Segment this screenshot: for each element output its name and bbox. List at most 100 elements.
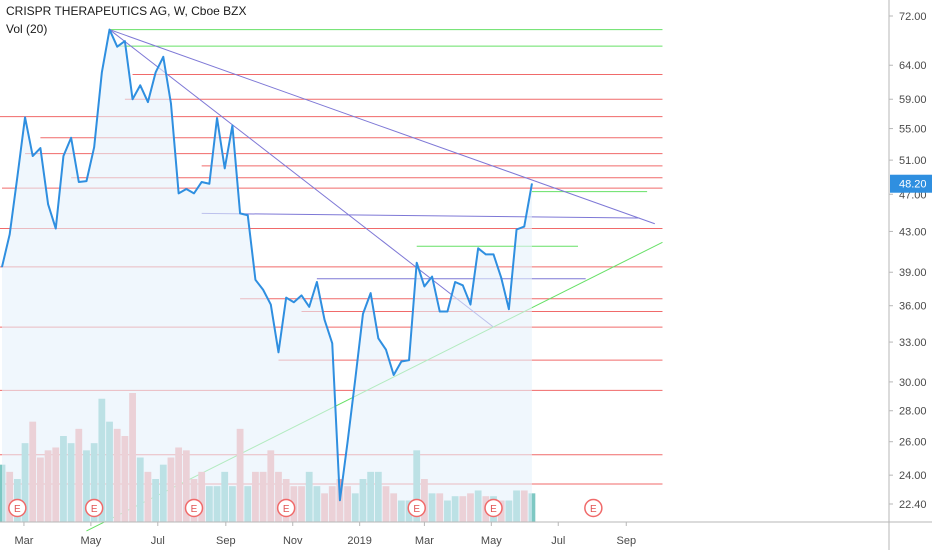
earnings-circle-4 — [407, 498, 426, 518]
price-point-57 — [439, 310, 441, 313]
last-price-label: 48.20 — [899, 179, 927, 191]
price-point-49 — [377, 337, 379, 339]
price-point-29 — [224, 167, 226, 170]
earnings-label-0: E — [14, 504, 21, 515]
y-tick-label-6: 43.00 — [899, 226, 927, 238]
price-point-53 — [408, 359, 410, 361]
y-tick-label-2: 59.00 — [899, 94, 927, 106]
price-point-26 — [201, 181, 203, 183]
price-point-9 — [70, 137, 72, 139]
price-point-30 — [231, 124, 233, 127]
x-tick-label-2: Jul — [151, 535, 165, 547]
y-tick-label-8: 36.00 — [899, 301, 927, 313]
price-point-35 — [270, 303, 272, 306]
earnings-marker-2: E — [184, 498, 204, 518]
earnings-circle-0 — [8, 498, 27, 518]
y-tick-label-9: 33.00 — [899, 337, 927, 349]
trend-line-2 — [201, 212, 640, 219]
price-point-28 — [216, 117, 218, 119]
price-point-62 — [477, 247, 479, 249]
earnings-circle-1 — [84, 498, 104, 518]
earnings-label-6: E — [590, 504, 597, 515]
price-point-33 — [254, 279, 257, 281]
earnings-marker-1: E — [84, 498, 104, 518]
price-point-22 — [170, 102, 172, 105]
price-point-8 — [62, 155, 65, 157]
price-line — [1, 28, 533, 502]
price-point-56 — [431, 275, 433, 278]
price-point-37 — [285, 297, 287, 299]
price-point-47 — [362, 313, 364, 315]
price-point-31 — [239, 212, 241, 214]
price-point-32 — [247, 214, 249, 216]
earnings-label-1: E — [91, 504, 98, 515]
price-point-61 — [469, 303, 472, 306]
price-point-34 — [262, 289, 264, 291]
price-point-64 — [492, 253, 495, 256]
price-point-10 — [78, 181, 80, 183]
price-point-54 — [416, 262, 418, 264]
price-point-13 — [101, 71, 103, 74]
price-point-52 — [400, 360, 402, 363]
y-tick-label-11: 28.00 — [899, 406, 927, 418]
x-tick-label-0: Mar — [14, 535, 33, 547]
price-point-2 — [16, 176, 18, 178]
volume-indicator-label: Vol (20) — [6, 22, 48, 36]
price-point-51 — [393, 374, 395, 376]
y-tick-label-13: 24.00 — [899, 470, 927, 482]
y-tick-label-4: 51.00 — [899, 155, 927, 167]
y-tick-label-10: 30.00 — [899, 377, 927, 389]
x-tick-label-9: Sep — [616, 535, 636, 547]
earnings-marker-0: E — [8, 498, 27, 518]
price-point-66 — [508, 308, 510, 310]
price-point-41 — [316, 281, 318, 283]
trend-line-0 — [109, 29, 655, 225]
price-point-69 — [531, 183, 533, 185]
price-point-59 — [454, 281, 456, 283]
price-point-3 — [24, 116, 26, 118]
x-tick-label-6: Mar — [415, 535, 434, 547]
price-point-16 — [124, 40, 126, 42]
price-point-55 — [423, 285, 425, 288]
price-point-17 — [131, 98, 134, 100]
price-point-65 — [500, 277, 502, 279]
price-point-60 — [462, 284, 464, 286]
earnings-marker-5: E — [484, 498, 503, 518]
price-point-36 — [277, 351, 280, 353]
price-point-68 — [523, 226, 525, 228]
y-tick-label-1: 64.00 — [899, 60, 927, 72]
price-point-0 — [1, 266, 3, 268]
price-point-24 — [185, 188, 187, 190]
x-tick-label-1: May — [80, 535, 101, 547]
price-point-5 — [39, 147, 42, 149]
y-tick-label-0: 72.00 — [899, 11, 927, 23]
price-point-4 — [32, 155, 34, 157]
earnings-circle-6 — [584, 498, 603, 518]
earnings-label-5: E — [490, 504, 497, 515]
x-tick-label-8: Jul — [551, 535, 565, 547]
price-point-43 — [331, 342, 333, 344]
price-point-25 — [193, 192, 195, 194]
price-point-7 — [55, 227, 57, 230]
price-point-12 — [93, 146, 95, 148]
price-point-38 — [293, 301, 295, 303]
price-point-40 — [308, 306, 310, 308]
price-point-67 — [515, 228, 518, 231]
price-point-20 — [155, 71, 157, 74]
earnings-marker-3: E — [276, 498, 296, 518]
earnings-circle-2 — [184, 498, 204, 518]
x-tick-label-5: 2019 — [347, 535, 371, 547]
price-point-46 — [354, 378, 356, 380]
y-tick-label-7: 39.00 — [899, 267, 927, 279]
price-point-63 — [485, 253, 487, 256]
volume-bar-69 — [528, 493, 536, 522]
price-point-21 — [162, 56, 164, 58]
price-point-18 — [139, 84, 141, 86]
price-point-42 — [323, 319, 326, 321]
trend-line-1 — [109, 29, 494, 328]
price-point-48 — [370, 292, 372, 294]
y-tick-label-14: 22.40 — [899, 499, 927, 511]
x-tick-label-3: Sep — [216, 535, 236, 547]
